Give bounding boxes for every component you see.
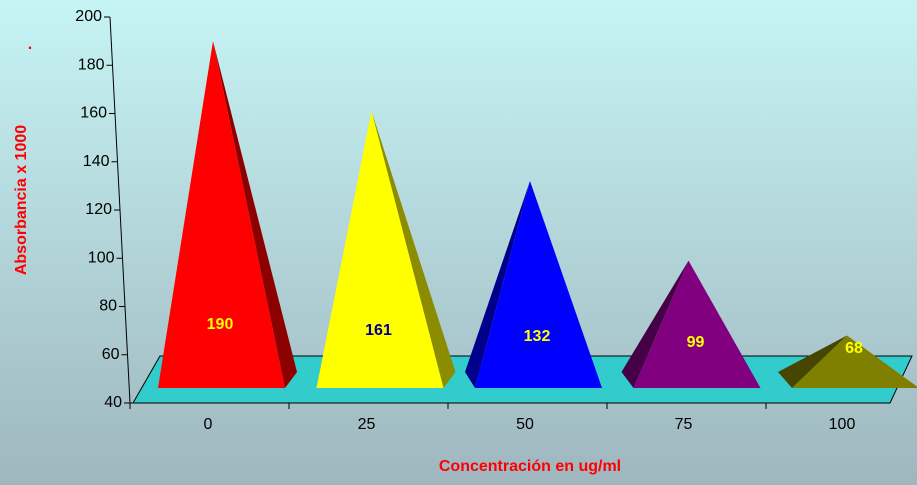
- x-tick-label: 100: [829, 416, 856, 433]
- y-tick-label: 200: [75, 8, 102, 25]
- y-tick-label: 160: [80, 105, 107, 122]
- x-axis-title: Concentración en ug/ml: [439, 458, 621, 475]
- pyramid-side: [465, 181, 530, 388]
- pyramid: [475, 181, 602, 388]
- y-tick-label: 120: [85, 201, 112, 218]
- y-tick-label: 180: [78, 56, 105, 73]
- value-label: 161: [365, 322, 392, 339]
- pyramid-side: [621, 260, 689, 388]
- pyramid-side: [778, 335, 847, 388]
- x-tick-label: 75: [675, 416, 693, 433]
- y-tick-label: 60: [102, 346, 120, 363]
- y-axis-title: Absorbancia x 1000: [13, 125, 30, 275]
- x-tick-label: 0: [204, 416, 213, 433]
- pyramid: [158, 41, 285, 388]
- x-tick-label: 25: [358, 416, 376, 433]
- y-tick-label: 140: [83, 153, 110, 170]
- pyramid-side: [213, 41, 297, 388]
- pyramid-side: [371, 111, 456, 389]
- pyramid: [792, 335, 917, 388]
- y-tick-label: 40: [104, 394, 122, 411]
- value-label: 190: [207, 316, 234, 333]
- value-label: 99: [687, 334, 705, 351]
- x-tick-label: 50: [516, 416, 534, 433]
- value-label: 68: [845, 340, 863, 357]
- value-label: 132: [524, 328, 551, 345]
- annotation: .: [28, 36, 32, 53]
- pyramid: [633, 260, 761, 388]
- y-tick-label: 80: [99, 298, 117, 315]
- pyramid: [316, 111, 444, 389]
- y-tick-label: 100: [88, 249, 115, 266]
